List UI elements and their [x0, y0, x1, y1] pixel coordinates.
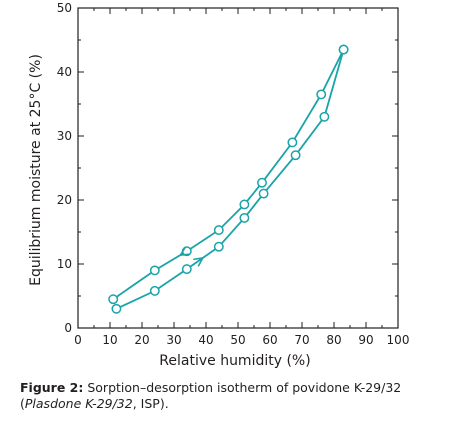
- y-tick-label: 40: [57, 65, 72, 79]
- data-point: [111, 303, 122, 314]
- caption-label: Figure 2:: [20, 380, 84, 395]
- x-tick-label: 100: [387, 333, 410, 347]
- caption-italic: Plasdone K-29/32: [24, 396, 133, 411]
- data-point: [213, 225, 224, 236]
- data-point: [316, 89, 327, 100]
- y-tick-label: 30: [57, 129, 72, 143]
- x-tick-label: 50: [230, 333, 245, 347]
- series-line-1: [112, 49, 345, 300]
- data-point: [290, 150, 301, 161]
- x-tick-label: 60: [262, 333, 277, 347]
- x-tick-label: 20: [134, 333, 149, 347]
- x-tick-label: 10: [102, 333, 117, 347]
- data-point: [257, 177, 267, 188]
- data-point: [239, 199, 250, 210]
- data-point: [181, 264, 192, 275]
- x-tick-label: 90: [358, 333, 373, 347]
- axes: 0 10 20 30 40 50 60 70 80 90 100 0 10 20 30 40 50: [57, 1, 410, 347]
- x-tick-label: 40: [198, 333, 213, 347]
- x-tick-label: 0: [74, 333, 82, 347]
- y-tick-label: 10: [57, 257, 72, 271]
- y-tick-label: 20: [57, 193, 72, 207]
- y-tick-label: 50: [57, 1, 72, 15]
- y-tick-label: 0: [64, 321, 72, 335]
- data-point: [319, 111, 330, 122]
- x-tick-label: 80: [326, 333, 341, 347]
- data-point: [149, 265, 160, 276]
- figure-caption: Figure 2: Sorption–desorption isotherm o…: [20, 380, 440, 412]
- caption-text-1: Sorption–desorption isotherm of povidone…: [20, 380, 402, 411]
- x-tick-label: 70: [294, 333, 309, 347]
- x-axis-label: Relative humidity (%): [159, 353, 310, 369]
- data-point: [149, 285, 160, 296]
- data-point: [287, 137, 298, 148]
- chart: 0 10 20 30 40 50 60 70 80 90 100 0 10 20 30 40 50 Relati…: [28, 1, 410, 369]
- y-axis-label: Equilibrium moisture at 25°C (%): [28, 54, 44, 286]
- data-point: [258, 188, 269, 199]
- data-point: [338, 44, 349, 55]
- data-point: [108, 294, 119, 305]
- x-tick-label: 30: [166, 333, 181, 347]
- plot-frame: [77, 7, 399, 329]
- caption-text-2: , ISP).: [132, 396, 169, 411]
- direction-arrow: [179, 246, 191, 256]
- data-point: [239, 212, 250, 223]
- direction-arrow: [193, 257, 204, 267]
- data-point: [213, 241, 224, 252]
- series-layer: [108, 44, 349, 314]
